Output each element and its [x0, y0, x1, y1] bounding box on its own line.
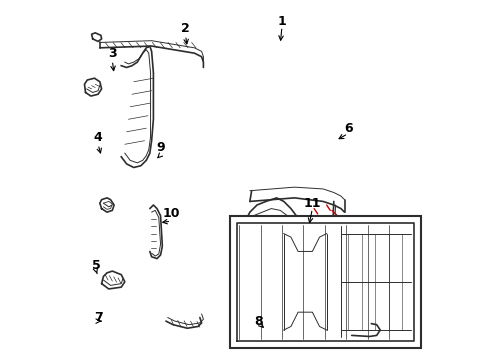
Text: 10: 10: [162, 207, 180, 220]
Text: 2: 2: [181, 22, 189, 35]
Text: 1: 1: [277, 14, 286, 27]
Text: 9: 9: [156, 141, 164, 154]
Text: 8: 8: [254, 315, 263, 328]
Bar: [230, 216, 421, 348]
Text: 4: 4: [94, 131, 102, 144]
Text: 5: 5: [92, 259, 101, 272]
Text: 11: 11: [303, 197, 321, 210]
Text: 7: 7: [94, 311, 102, 324]
Text: 3: 3: [108, 47, 117, 60]
Text: 6: 6: [343, 122, 352, 135]
